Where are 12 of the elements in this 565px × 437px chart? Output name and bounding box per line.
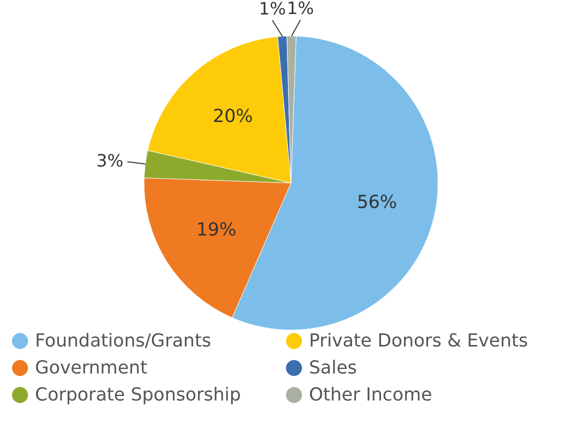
- legend-label: Other Income: [309, 384, 432, 406]
- data-label: 56%: [357, 192, 398, 214]
- legend-label: Sales: [309, 358, 357, 378]
- data-label: 19%: [196, 219, 236, 240]
- data-label: 1%: [258, 0, 286, 20]
- legend-label: Foundations/Grants: [35, 330, 212, 352]
- legend-label: Government: [35, 358, 148, 378]
- data-label: 3%: [96, 152, 124, 172]
- data-label: 1%: [286, 0, 314, 19]
- legend-label: Corporate Sponsorship: [35, 384, 241, 406]
- data-label: 20%: [212, 106, 253, 128]
- legend-label: Private Donors & Events: [309, 330, 528, 352]
